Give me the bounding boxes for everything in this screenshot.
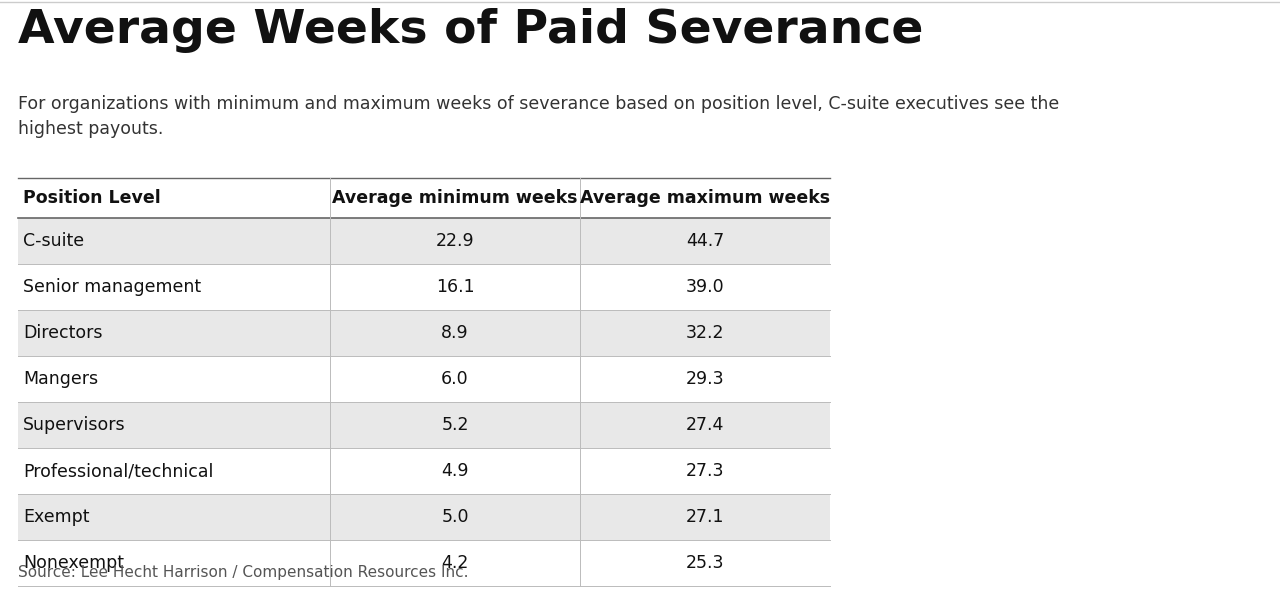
Text: 27.3: 27.3 — [686, 462, 724, 480]
Text: Professional/technical: Professional/technical — [23, 462, 214, 480]
Text: 4.9: 4.9 — [442, 462, 468, 480]
Text: Nonexempt: Nonexempt — [23, 554, 124, 572]
Text: 32.2: 32.2 — [686, 324, 724, 342]
Text: Source: Lee Hecht Harrison / Compensation Resources Inc.: Source: Lee Hecht Harrison / Compensatio… — [18, 565, 468, 580]
Text: C-suite: C-suite — [23, 232, 84, 250]
Text: Average maximum weeks: Average maximum weeks — [580, 189, 829, 207]
Text: 39.0: 39.0 — [686, 278, 724, 296]
Text: 44.7: 44.7 — [686, 232, 724, 250]
Text: Exempt: Exempt — [23, 508, 90, 526]
Text: For organizations with minimum and maximum weeks of severance based on position : For organizations with minimum and maxim… — [18, 95, 1060, 138]
Text: 4.2: 4.2 — [442, 554, 468, 572]
Text: Average Weeks of Paid Severance: Average Weeks of Paid Severance — [18, 8, 923, 53]
Bar — [18, 218, 829, 264]
Text: 5.0: 5.0 — [442, 508, 468, 526]
Text: Senior management: Senior management — [23, 278, 201, 296]
Bar — [18, 310, 829, 356]
Text: 27.1: 27.1 — [686, 508, 724, 526]
Text: 5.2: 5.2 — [442, 416, 468, 434]
Text: 29.3: 29.3 — [686, 370, 724, 388]
Text: Directors: Directors — [23, 324, 102, 342]
Bar — [18, 402, 829, 448]
Bar — [18, 494, 829, 540]
Text: 8.9: 8.9 — [442, 324, 468, 342]
Text: 27.4: 27.4 — [686, 416, 724, 434]
Text: Position Level: Position Level — [23, 189, 161, 207]
Text: Supervisors: Supervisors — [23, 416, 125, 434]
Text: 6.0: 6.0 — [442, 370, 468, 388]
Text: Mangers: Mangers — [23, 370, 99, 388]
Text: 16.1: 16.1 — [435, 278, 475, 296]
Text: 25.3: 25.3 — [686, 554, 724, 572]
Text: 22.9: 22.9 — [435, 232, 475, 250]
Text: Average minimum weeks: Average minimum weeks — [333, 189, 577, 207]
